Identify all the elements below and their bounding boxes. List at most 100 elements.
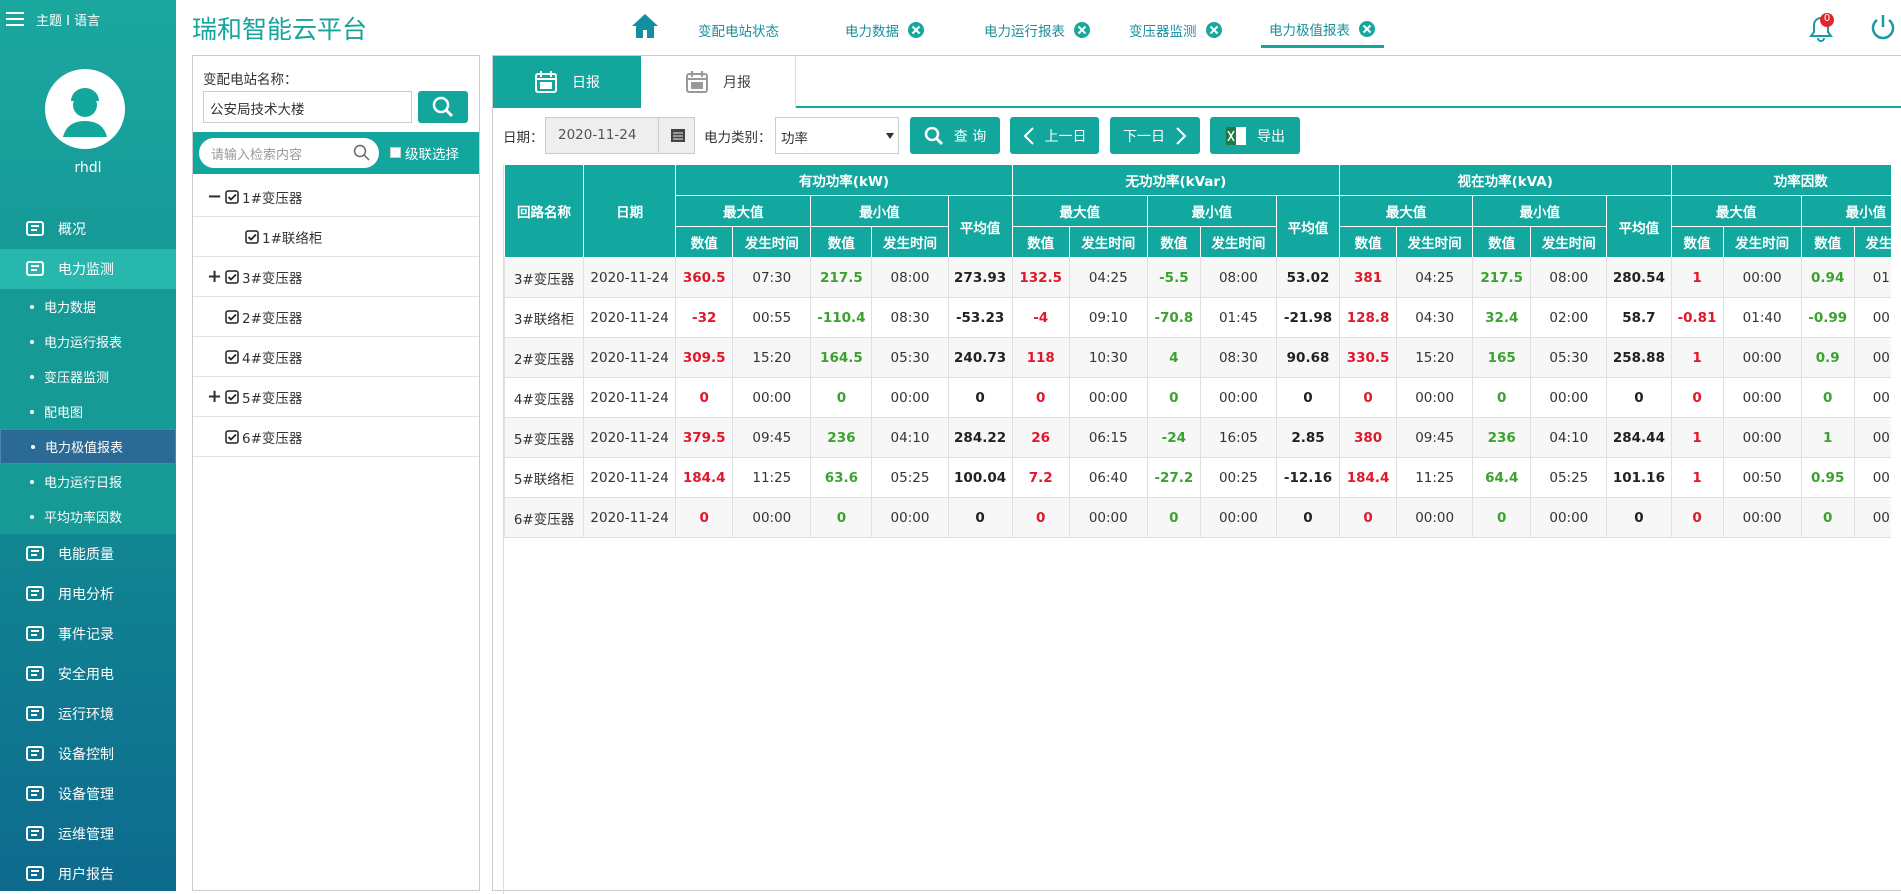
table-cell: -4	[1011, 297, 1070, 338]
icon	[26, 666, 44, 681]
header-cell: 日期	[583, 164, 677, 258]
tree-checkbox[interactable]	[225, 269, 239, 284]
table-cell: 0	[1339, 497, 1398, 538]
tree-node[interactable]: 4#变压器	[193, 337, 479, 377]
header-row: 回路名称 日期 有功功率(kW) 无功功率(kVar) 视在功率(kVA) 功率因数	[504, 164, 1891, 258]
table-cell: 10:30	[1068, 337, 1148, 378]
close-icon[interactable]	[907, 21, 925, 39]
nav-item[interactable]: 电力监测	[0, 249, 176, 289]
search-bar: 请输入检索内容 级联选择	[193, 132, 479, 174]
nav-item[interactable]: 事件记录	[0, 614, 176, 654]
table-cell: 184.4	[675, 457, 734, 498]
nav-tab[interactable]: 变压器监测	[1121, 12, 1231, 48]
next-day-button[interactable]: 下一日	[1110, 117, 1200, 154]
tree-label: 1#联络柜	[262, 230, 323, 247]
table-cell: 0	[1606, 377, 1672, 418]
tree-toggle[interactable]: −	[207, 186, 223, 207]
cascade-checkbox[interactable]	[390, 147, 401, 158]
tree-node[interactable]: +3#变压器	[193, 257, 479, 297]
tree-node[interactable]: 6#变压器	[193, 417, 479, 457]
power-icon[interactable]	[1869, 13, 1897, 41]
nav-tab[interactable]: 变配电站状态	[690, 12, 787, 48]
tree-toggle[interactable]: +	[207, 386, 223, 407]
export-button[interactable]: 导出	[1210, 117, 1300, 154]
header-sub: 最大值	[675, 195, 812, 227]
tree-checkbox[interactable]	[225, 389, 239, 404]
nav-subitem[interactable]: 电力极值报表	[0, 429, 176, 464]
tree-toggle[interactable]: +	[207, 266, 223, 287]
header-col: 数值	[675, 226, 734, 258]
table-cell: 2020-11-24	[583, 297, 677, 338]
header-col: 发生时间	[1396, 226, 1474, 258]
table-cell: 2020-11-24	[583, 257, 677, 298]
nav-item[interactable]: 用户报告	[0, 854, 176, 891]
nav-item[interactable]: 电能质量	[0, 534, 176, 574]
header-col: 发生时间	[1722, 226, 1802, 258]
menu-icon[interactable]	[6, 11, 24, 27]
notification-icon[interactable]	[1806, 12, 1836, 44]
tree-search-input[interactable]: 请输入检索内容	[199, 138, 379, 168]
nav-item[interactable]: 设备控制	[0, 734, 176, 774]
type-value: 功率	[781, 131, 808, 147]
table-cell: 240.73	[947, 337, 1013, 378]
nav-item-label: 事件记录	[58, 627, 114, 643]
nav-subitem[interactable]: 平均功率因数	[0, 499, 176, 534]
header-col: 数值	[810, 226, 873, 258]
header-col: 数值	[1339, 226, 1398, 258]
tree-checkbox[interactable]	[225, 429, 239, 444]
table-cell: 32.4	[1472, 297, 1532, 338]
table-cell: 58.7	[1606, 297, 1672, 338]
table-cell: 04:25	[1396, 257, 1474, 298]
nav-item[interactable]: 运行环境	[0, 694, 176, 734]
nav-tab[interactable]: 电力极值报表	[1261, 12, 1384, 48]
station-input[interactable]: 公安局技术大楼	[203, 91, 412, 123]
date-picker[interactable]: 2020-11-24	[545, 117, 695, 154]
nav-tab[interactable]: 电力数据	[837, 12, 933, 48]
calendar-icon	[658, 118, 685, 153]
table-cell: 3#联络柜	[504, 297, 585, 338]
report-tab[interactable]: 月报	[641, 56, 796, 108]
query-button[interactable]: 查 询	[910, 117, 1000, 154]
nav-subitem[interactable]: 电力运行报表	[0, 324, 176, 359]
tree-node[interactable]: 1#联络柜	[193, 217, 479, 257]
nav-item[interactable]: 运维管理	[0, 814, 176, 854]
table-cell: 16:05	[1199, 417, 1277, 458]
close-icon[interactable]	[1073, 21, 1091, 39]
nav-tab[interactable]: 电力运行报表	[976, 12, 1099, 48]
table-cell: 15:20	[732, 337, 812, 378]
table-cell: 380	[1339, 417, 1398, 458]
prev-day-button[interactable]: 上一日	[1010, 117, 1099, 154]
table-head: 回路名称 日期 有功功率(kW) 无功功率(kVar) 视在功率(kVA) 功率因数 最大值…	[504, 164, 1891, 258]
tree-node[interactable]: − 1#变压器	[193, 177, 479, 217]
table-cell: 2020-11-24	[583, 417, 677, 458]
tree-node[interactable]: +5#变压器	[193, 377, 479, 417]
table-cell: 08:00	[1530, 257, 1608, 298]
tree-checkbox[interactable]	[245, 229, 259, 244]
nav-item[interactable]: 用电分析	[0, 574, 176, 614]
close-icon[interactable]	[1205, 21, 1223, 39]
tree-node[interactable]: 2#变压器	[193, 297, 479, 337]
tree-checkbox[interactable]	[225, 349, 239, 364]
table-cell: 04:10	[871, 417, 949, 458]
nav-item[interactable]: 概况	[0, 209, 176, 249]
table-cell: 09:45	[732, 417, 812, 458]
table-cell: 00:00	[1396, 377, 1474, 418]
theme-language[interactable]: 主题 I 语言	[36, 14, 101, 29]
nav-subitem[interactable]: 配电图	[0, 394, 176, 429]
nav-subitem[interactable]: 变压器监测	[0, 359, 176, 394]
tree-checkbox[interactable]	[225, 189, 239, 204]
tree-checkbox[interactable]	[225, 309, 239, 324]
nav-item[interactable]: 安全用电	[0, 654, 176, 694]
nav-subitem[interactable]: 电力运行日报	[0, 464, 176, 499]
station-search-button[interactable]	[418, 91, 468, 123]
close-icon[interactable]	[1358, 20, 1376, 38]
table-cell: 4#变压器	[504, 377, 585, 418]
table-cell: 184.4	[1339, 457, 1398, 498]
home-icon[interactable]	[631, 13, 659, 39]
date-value: 2020-11-24	[558, 127, 637, 143]
type-select[interactable]: 功率	[775, 117, 899, 154]
report-tab[interactable]: 日报	[493, 56, 641, 108]
header-sub: 最小值	[810, 195, 949, 227]
nav-item[interactable]: 设备管理	[0, 774, 176, 814]
nav-subitem[interactable]: 电力数据	[0, 289, 176, 324]
